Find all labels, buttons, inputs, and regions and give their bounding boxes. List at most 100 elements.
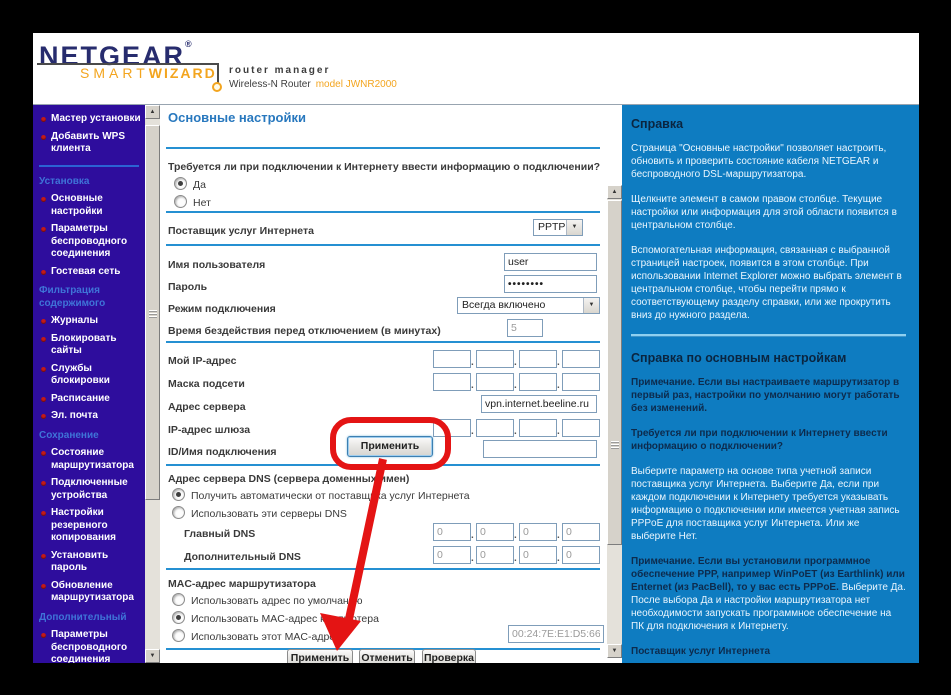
mac-address-input[interactable] xyxy=(508,625,604,643)
radio-row-mac-default: Использовать адрес по умолчанию xyxy=(172,591,604,611)
radio-row-dns-auto: Получить автоматически от поставщика усл… xyxy=(172,486,604,506)
header: NETGEAR® SMARTWIZARD router manager Wire… xyxy=(33,33,919,105)
scroll-down-icon[interactable]: ▼ xyxy=(145,649,160,663)
sidebar-item[interactable]: Мастер установки xyxy=(39,113,143,126)
octet-separator: . xyxy=(471,530,474,541)
sidebar-item[interactable]: Параметры беспроводного соединения xyxy=(39,223,143,261)
ip-octet-input[interactable] xyxy=(562,350,600,368)
sidebar-item[interactable]: Журналы xyxy=(39,315,143,328)
netgear-logo: NETGEAR® xyxy=(39,39,194,71)
ip-octet-input[interactable] xyxy=(433,419,471,437)
ip-octet-input[interactable] xyxy=(519,419,557,437)
sidebar-item[interactable]: Расписание xyxy=(39,393,143,406)
ip-octet-input[interactable] xyxy=(476,350,514,368)
octet-separator: . xyxy=(557,553,560,564)
octet-separator: . xyxy=(514,553,517,564)
sidebar-item[interactable]: Подключенные устройства xyxy=(39,477,143,502)
cancel-button[interactable]: Отменить xyxy=(359,649,415,663)
ip-octet-input[interactable] xyxy=(562,546,600,564)
sidebar-item[interactable]: Добавить WPS клиента xyxy=(39,131,143,156)
radio-row-dns-use: Использовать эти серверы DNS xyxy=(172,504,604,524)
radio-mac-default[interactable] xyxy=(172,593,185,606)
chevron-down-icon[interactable]: ▼ xyxy=(583,298,599,313)
ip-octet-input[interactable] xyxy=(562,419,600,437)
connection-id-label: ID/Имя подключения xyxy=(168,446,277,458)
sidebar-item[interactable]: Настройки резервного копирования xyxy=(39,507,143,545)
ip-octet-input[interactable] xyxy=(519,350,557,368)
chevron-down-icon[interactable]: ▼ xyxy=(566,220,582,235)
octet-separator: . xyxy=(471,357,474,368)
ip-octet-input[interactable] xyxy=(476,523,514,541)
help-panel: Справка Страница "Основные настройки" поз… xyxy=(622,105,919,663)
ip-octet-input[interactable] xyxy=(476,373,514,391)
ip-octet-input[interactable] xyxy=(519,373,557,391)
ip-octet-input[interactable] xyxy=(519,523,557,541)
ip-octet-input[interactable] xyxy=(433,523,471,541)
main-scrollbar-thumb[interactable] xyxy=(607,200,622,545)
sidebar-item[interactable]: Гостевая сеть xyxy=(39,266,143,279)
radio-mac-this[interactable] xyxy=(172,629,185,642)
connection-id-input[interactable] xyxy=(483,440,597,458)
connection-mode-select[interactable]: Всегда включено ▼ xyxy=(457,297,600,314)
primary-dns-label: Главный DNS xyxy=(184,528,256,540)
ip-octet-input[interactable] xyxy=(433,546,471,564)
sidebar-item[interactable]: Службы блокировки xyxy=(39,363,143,388)
router-model-label: Wireless-N Router model JWNR2000 xyxy=(229,79,397,90)
ip-octet-input[interactable] xyxy=(562,523,600,541)
sidebar-item[interactable]: Блокировать сайты xyxy=(39,333,143,358)
gateway-octets: ... xyxy=(433,418,600,437)
secondary-dns-octets: ... xyxy=(433,545,600,564)
sidebar-section-label: Установка xyxy=(39,175,90,187)
apply-button[interactable]: Применить xyxy=(287,649,353,663)
subnet-mask-octets: ... xyxy=(433,372,600,391)
sidebar-scrollbar-thumb[interactable] xyxy=(145,125,160,500)
server-address-input[interactable] xyxy=(481,395,597,413)
secondary-dns-label: Дополнительный DNS xyxy=(184,551,301,563)
page-title: Основные настройки xyxy=(168,110,306,125)
divider xyxy=(166,568,600,570)
sidebar-scrollbar[interactable]: ▲ ▼ xyxy=(145,105,160,663)
server-address-label: Адрес сервера xyxy=(168,401,246,413)
sidebar-item[interactable]: Состояние маршрутизатора xyxy=(39,447,143,472)
sidebar-item[interactable]: Основные настройки xyxy=(39,193,143,218)
password-input[interactable] xyxy=(504,275,597,293)
apply-button-middle[interactable]: Применить xyxy=(347,436,433,457)
ip-octet-input[interactable] xyxy=(433,373,471,391)
main-settings-panel: Основные настройки Требуется ли при подк… xyxy=(160,105,607,663)
main-scrollbar[interactable]: ▲ ▼ xyxy=(607,185,622,658)
idle-timeout-input[interactable] xyxy=(507,319,543,337)
divider xyxy=(166,211,600,213)
main-scrollbar-column: ▲ ▼ xyxy=(607,105,622,663)
sidebar-section-label: Сохранение xyxy=(39,429,99,441)
ip-octet-input[interactable] xyxy=(476,419,514,437)
ip-octet-input[interactable] xyxy=(519,546,557,564)
sidebar-item[interactable]: Установить пароль xyxy=(39,550,143,575)
mac-section-header: MAC-адрес маршрутизатора xyxy=(168,578,316,590)
help-paragraph: Выберите параметр на основе типа учетной… xyxy=(631,466,900,542)
sidebar-item[interactable]: Обновление маршрутизатора xyxy=(39,580,143,605)
radio-no[interactable] xyxy=(174,195,187,208)
divider xyxy=(166,147,600,149)
help-heading: Справка xyxy=(631,117,684,131)
username-input[interactable] xyxy=(504,253,597,271)
radio-dns-use[interactable] xyxy=(172,506,185,519)
ip-octet-input[interactable] xyxy=(433,350,471,368)
scroll-down-icon[interactable]: ▼ xyxy=(607,644,622,658)
scroll-up-icon[interactable]: ▲ xyxy=(145,105,160,119)
radio-dns-auto[interactable] xyxy=(172,488,185,501)
octet-separator: . xyxy=(471,553,474,564)
scroll-up-icon[interactable]: ▲ xyxy=(607,185,622,199)
sidebar-item[interactable]: Параметры беспроводного соединения xyxy=(39,629,143,663)
isp-select[interactable]: PPTP ▼ xyxy=(533,219,583,236)
octet-separator: . xyxy=(514,380,517,391)
radio-yes[interactable] xyxy=(174,177,187,190)
ip-octet-input[interactable] xyxy=(476,546,514,564)
sidebar: Мастер установки Добавить WPS клиента Уста… xyxy=(33,105,145,663)
test-button[interactable]: Проверка xyxy=(422,649,476,663)
router-admin-page: NETGEAR® SMARTWIZARD router manager Wire… xyxy=(33,33,919,663)
help-subheading: Примечание. Если вы настраиваете маршрут… xyxy=(631,377,900,414)
idle-timeout-label: Время бездействия перед отключением (в м… xyxy=(168,325,441,337)
radio-mac-computer[interactable] xyxy=(172,611,185,624)
ip-octet-input[interactable] xyxy=(562,373,600,391)
sidebar-item[interactable]: Эл. почта xyxy=(39,410,143,423)
